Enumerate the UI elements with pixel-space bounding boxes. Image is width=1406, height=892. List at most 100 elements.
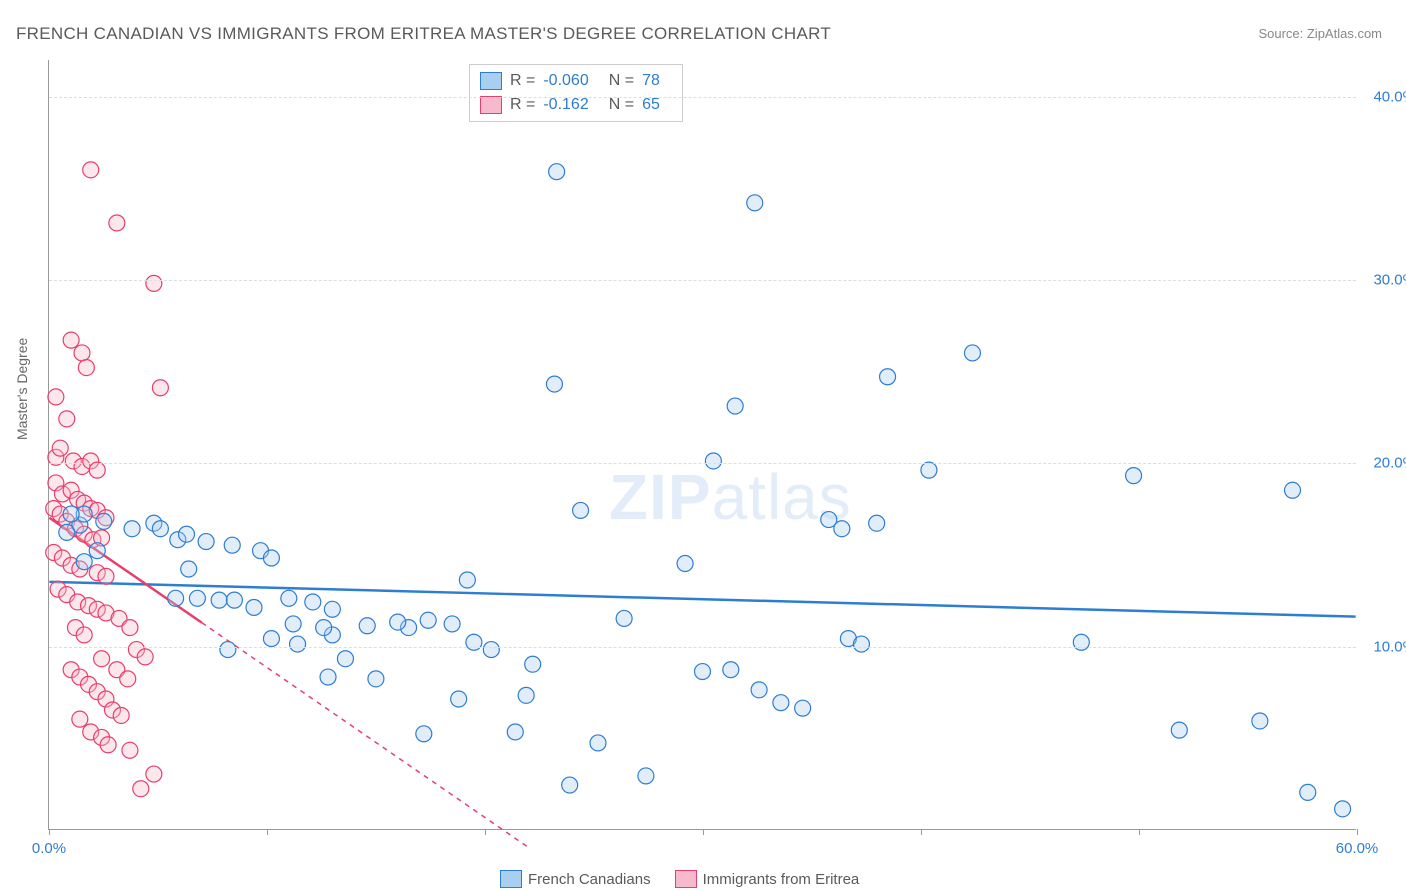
y-tick-label: 30.0% (1373, 272, 1406, 289)
x-tick (267, 829, 268, 835)
data-point (549, 164, 565, 180)
legend-label-2: Immigrants from Eritrea (703, 871, 860, 888)
data-point (751, 682, 767, 698)
data-point (168, 590, 184, 606)
data-point (518, 687, 534, 703)
data-point (590, 735, 606, 751)
data-point (451, 691, 467, 707)
data-point (677, 556, 693, 572)
data-point (124, 521, 140, 537)
scatter-plot-svg (49, 60, 1356, 829)
data-point (290, 636, 306, 652)
data-point (133, 781, 149, 797)
data-point (359, 618, 375, 634)
data-point (727, 398, 743, 414)
x-tick (49, 829, 50, 835)
data-point (1171, 722, 1187, 738)
series-legend: French Canadians Immigrants from Eritrea (500, 870, 859, 888)
data-point (76, 554, 92, 570)
data-point (705, 453, 721, 469)
gridline (49, 280, 1356, 281)
data-point (181, 561, 197, 577)
data-point (773, 695, 789, 711)
data-point (546, 376, 562, 392)
data-point (211, 592, 227, 608)
swatch-blue (500, 870, 522, 888)
source-attribution: Source: ZipAtlas.com (1258, 26, 1382, 41)
data-point (98, 568, 114, 584)
y-axis-label: Master's Degree (14, 338, 30, 440)
chart-plot-area: ZIPatlas R = -0.060 N = 78 R = -0.162 N … (48, 60, 1356, 830)
data-point (638, 768, 654, 784)
data-point (723, 662, 739, 678)
data-point (76, 627, 92, 643)
data-point (83, 162, 99, 178)
data-point (1073, 634, 1089, 650)
data-point (59, 411, 75, 427)
legend-label-1: French Canadians (528, 871, 651, 888)
x-tick (1357, 829, 1358, 835)
data-point (52, 440, 68, 456)
data-point (189, 590, 205, 606)
data-point (390, 614, 406, 630)
data-point (1126, 468, 1142, 484)
data-point (89, 462, 105, 478)
data-point (525, 656, 541, 672)
data-point (368, 671, 384, 687)
data-point (444, 616, 460, 632)
data-point (152, 521, 168, 537)
data-point (263, 631, 279, 647)
gridline (49, 97, 1356, 98)
gridline (49, 463, 1356, 464)
data-point (747, 195, 763, 211)
y-tick-label: 40.0% (1373, 88, 1406, 105)
data-point (100, 737, 116, 753)
trend-line (49, 582, 1355, 617)
data-point (246, 599, 262, 615)
data-point (853, 636, 869, 652)
data-point (78, 360, 94, 376)
data-point (562, 777, 578, 793)
data-point (122, 620, 138, 636)
data-point (1252, 713, 1268, 729)
data-point (120, 671, 136, 687)
data-point (152, 380, 168, 396)
x-tick (921, 829, 922, 835)
data-point (316, 620, 332, 636)
data-point (695, 664, 711, 680)
data-point (224, 537, 240, 553)
x-tick (703, 829, 704, 835)
data-point (821, 512, 837, 528)
data-point (320, 669, 336, 685)
x-tick (1139, 829, 1140, 835)
y-tick-label: 10.0% (1373, 638, 1406, 655)
data-point (573, 502, 589, 518)
data-point (281, 590, 297, 606)
data-point (59, 524, 75, 540)
data-point (146, 766, 162, 782)
y-tick-label: 20.0% (1373, 455, 1406, 472)
data-point (94, 651, 110, 667)
data-point (179, 526, 195, 542)
trend-line-dashed (202, 623, 529, 848)
data-point (483, 642, 499, 658)
x-tick-label: 60.0% (1336, 840, 1379, 857)
data-point (616, 610, 632, 626)
data-point (96, 513, 112, 529)
data-point (109, 215, 125, 231)
data-point (1335, 801, 1351, 817)
data-point (466, 634, 482, 650)
data-point (964, 345, 980, 361)
data-point (880, 369, 896, 385)
x-tick-label: 0.0% (32, 840, 66, 857)
data-point (869, 515, 885, 531)
data-point (416, 726, 432, 742)
data-point (337, 651, 353, 667)
data-point (1300, 784, 1316, 800)
data-point (226, 592, 242, 608)
data-point (285, 616, 301, 632)
data-point (507, 724, 523, 740)
data-point (305, 594, 321, 610)
data-point (113, 707, 129, 723)
data-point (122, 742, 138, 758)
